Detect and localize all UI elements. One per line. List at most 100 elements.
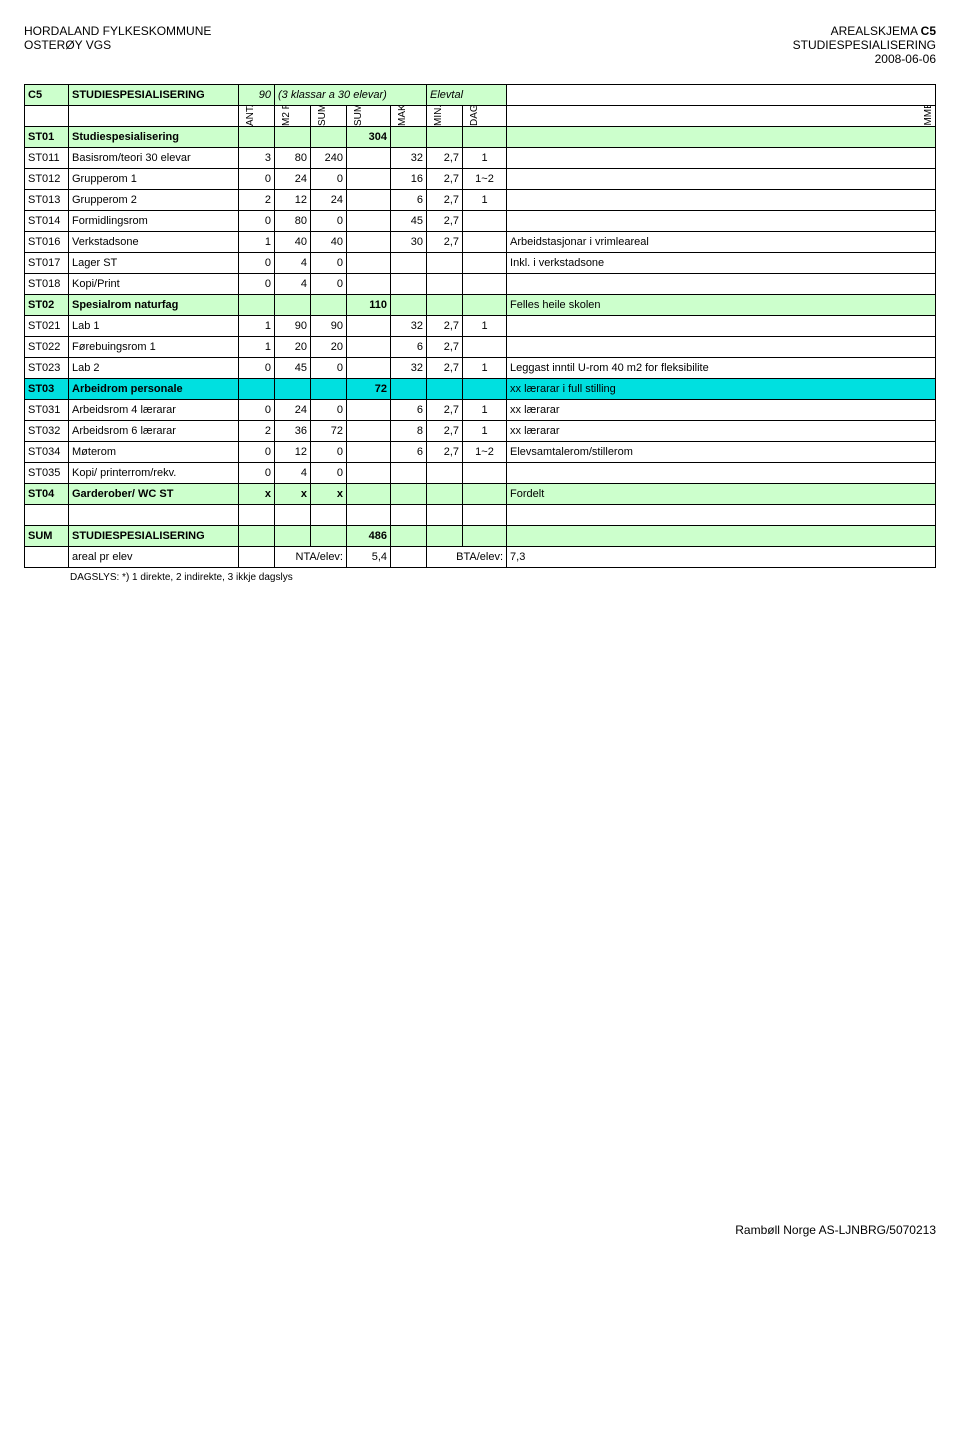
title-sub: (3 klassar a 30 elevar) (275, 85, 427, 106)
row-sumdel (347, 358, 391, 379)
section-kommentar: Fordelt (507, 484, 936, 505)
row-minh: 2,7 (427, 316, 463, 337)
table-row: ST018Kopi/Print040 (25, 274, 936, 295)
row-kommentar: Arbeidstasjonar i vrimleareal (507, 232, 936, 253)
row-sumdel (347, 400, 391, 421)
row-code: ST031 (25, 400, 69, 421)
row-antall: 0 (239, 463, 275, 484)
row-minh (427, 253, 463, 274)
table-row: ST031Arbeidsrom 4 lærarar024062,71xx lær… (25, 400, 936, 421)
section-sumdel: 304 (347, 127, 391, 148)
row-name: Formidlingsrom (69, 211, 239, 232)
row-m2pr: 4 (275, 253, 311, 274)
title-code: C5 (25, 85, 69, 106)
section-kommentar: Felles heile skolen (507, 295, 936, 316)
row-m2pr: 12 (275, 442, 311, 463)
areal-name: areal pr elev (69, 547, 239, 568)
colhdr-maks-persotal: MAKS. PERSOTAL (391, 106, 427, 127)
section-header: ST02Spesialrom naturfag110Felles heile s… (25, 295, 936, 316)
row-sumdel (347, 253, 391, 274)
header-left-2: OSTERØY VGS (24, 38, 211, 52)
row-kommentar: Leggast inntil U-rom 40 m2 for fleksibil… (507, 358, 936, 379)
row-minh (427, 463, 463, 484)
row-dagslys (463, 274, 507, 295)
row-summ2: 0 (311, 211, 347, 232)
row-summ2: 40 (311, 232, 347, 253)
row-m2pr: 36 (275, 421, 311, 442)
row-summ2: 72 (311, 421, 347, 442)
row-dagslys (463, 337, 507, 358)
table-row: ST023Lab 20450322,71Leggast inntil U-rom… (25, 358, 936, 379)
section-sumdel (347, 484, 391, 505)
row-summ2: 0 (311, 442, 347, 463)
column-headers: ANTALL ROM M2 PR. ROM SUM M2 SUM DEL M2 … (25, 106, 936, 127)
nta-label: NTA/elev: (275, 547, 347, 568)
row-maks: 6 (391, 337, 427, 358)
row-name: Basisrom/teori 30 elevar (69, 148, 239, 169)
section-name: Studiespesialisering (69, 127, 239, 148)
section-name: Garderober/ WC ST (69, 484, 239, 505)
row-name: Lab 2 (69, 358, 239, 379)
section-header: ST04Garderober/ WC STxxxFordelt (25, 484, 936, 505)
row-m2pr: 80 (275, 148, 311, 169)
table-row: ST032Arbeidsrom 6 lærarar2367282,71xx læ… (25, 421, 936, 442)
row-name: Lager ST (69, 253, 239, 274)
row-dagslys (463, 211, 507, 232)
row-minh: 2,7 (427, 169, 463, 190)
section-header: ST01Studiespesialisering304 (25, 127, 936, 148)
row-antall: 0 (239, 253, 275, 274)
row-antall: 0 (239, 211, 275, 232)
row-kommentar: Inkl. i verkstadsone (507, 253, 936, 274)
row-minh: 2,7 (427, 400, 463, 421)
row-dagslys: 1~2 (463, 169, 507, 190)
row-summ2: 0 (311, 169, 347, 190)
row-sumdel (347, 421, 391, 442)
row-dagslys (463, 232, 507, 253)
row-kommentar (507, 274, 936, 295)
row-code: ST034 (25, 442, 69, 463)
section-kommentar: xx lærarar i full stilling (507, 379, 936, 400)
table-row: ST013Grupperom 22122462,71 (25, 190, 936, 211)
row-name: Verkstadsone (69, 232, 239, 253)
row-code: ST022 (25, 337, 69, 358)
row-m2pr: 4 (275, 463, 311, 484)
section-header: ST03Arbeidrom personale72xx lærarar i fu… (25, 379, 936, 400)
row-summ2: 0 (311, 400, 347, 421)
section-code: ST02 (25, 295, 69, 316)
page-footer: Rambøll Norge AS-LJNBRG/5070213 (24, 1223, 936, 1237)
row-maks: 6 (391, 400, 427, 421)
row-minh: 2,7 (427, 190, 463, 211)
row-m2pr: 4 (275, 274, 311, 295)
header-right-1: AREALSKJEMA C5 (793, 24, 936, 38)
row-m2pr: 40 (275, 232, 311, 253)
row-maks: 8 (391, 421, 427, 442)
row-maks: 32 (391, 358, 427, 379)
row-code: ST012 (25, 169, 69, 190)
row-maks: 30 (391, 232, 427, 253)
colhdr-antall-rom: ANTALL ROM (239, 106, 275, 127)
row-dagslys: 1 (463, 316, 507, 337)
row-name: Grupperom 1 (69, 169, 239, 190)
row-sumdel (347, 190, 391, 211)
row-kommentar (507, 169, 936, 190)
colhdr-sum-del-m2: SUM DEL M2 (347, 106, 391, 127)
row-summ2: 240 (311, 148, 347, 169)
header-right: AREALSKJEMA C5 STUDIESPESIALISERING 2008… (793, 24, 936, 66)
row-code: ST023 (25, 358, 69, 379)
row-name: Grupperom 2 (69, 190, 239, 211)
row-summ2: 0 (311, 463, 347, 484)
row-summ2: 0 (311, 358, 347, 379)
row-maks: 6 (391, 442, 427, 463)
row-dagslys: 1 (463, 421, 507, 442)
dagslys-footnote: DAGSLYS: *) 1 direkte, 2 indirekte, 3 ik… (24, 568, 936, 583)
section-kommentar (507, 127, 936, 148)
table-row: ST012Grupperom 10240162,71~2 (25, 169, 936, 190)
title-row: C5 STUDIESPESIALISERING 90 (3 klassar a … (25, 85, 936, 106)
row-dagslys (463, 463, 507, 484)
row-kommentar: xx lærarar (507, 421, 936, 442)
bta-label: BTA/elev: (427, 547, 507, 568)
row-antall: 1 (239, 316, 275, 337)
row-summ2: 24 (311, 190, 347, 211)
row-antall: 1 (239, 232, 275, 253)
row-m2pr: 24 (275, 169, 311, 190)
